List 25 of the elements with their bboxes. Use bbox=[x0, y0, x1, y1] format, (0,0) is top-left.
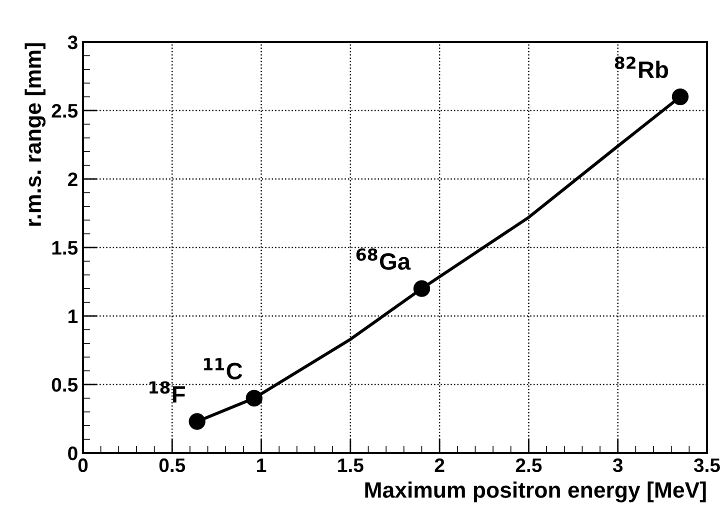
x-tick-label: 1 bbox=[257, 458, 266, 472]
y-tick-label: 3 bbox=[68, 35, 78, 50]
x-tick-label: 1.5 bbox=[338, 458, 364, 472]
point bbox=[246, 390, 262, 407]
y-tick-label: 0 bbox=[68, 446, 78, 460]
point bbox=[672, 88, 689, 106]
x-tick-label: 3 bbox=[612, 458, 623, 472]
annotation: $^{68}$Ga bbox=[356, 248, 411, 270]
y-axis-title: r.m.s. range [mm] bbox=[24, 43, 46, 226]
point bbox=[188, 413, 206, 430]
x-tick-label: 0.5 bbox=[159, 458, 186, 472]
x-tick-label: 0 bbox=[78, 458, 88, 472]
y-tick-label: 1.5 bbox=[52, 241, 78, 255]
y-tick-label: 2.5 bbox=[52, 104, 78, 118]
y-tick-label: 2 bbox=[68, 172, 78, 186]
x-axis-title: Maximum positron energy [MeV] bbox=[365, 482, 706, 502]
y-tick-label: 0.5 bbox=[52, 378, 78, 392]
x-tick-label: 2 bbox=[434, 458, 444, 472]
y-tick-label: 1 bbox=[68, 310, 78, 324]
annotation: $^{82}$Rb bbox=[614, 56, 668, 78]
point bbox=[413, 280, 430, 297]
x-tick-label: 2.5 bbox=[516, 458, 542, 472]
x-tick-label: 3.5 bbox=[694, 458, 720, 472]
annotation: $^{18}$F bbox=[150, 381, 185, 403]
annotation: $^{11}$C bbox=[204, 358, 242, 380]
